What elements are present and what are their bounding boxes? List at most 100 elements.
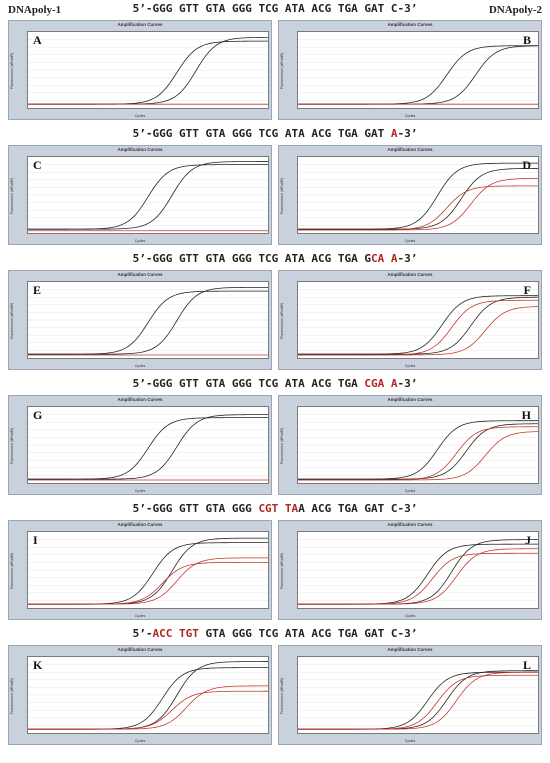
header-dnapoly-1: DNApoly-1 <box>8 4 62 16</box>
amplification-panel-c: Amplification Curves Fluorescence (dRn/dR… <box>8 145 272 245</box>
x-axis-label: Cycles <box>134 739 146 743</box>
amplification-curve <box>28 417 268 480</box>
plot-area <box>27 406 269 484</box>
panel-letter: L <box>522 658 531 672</box>
sequence-segment: 5’-GGG GTT GTA GGG TCG ATA ACG TGA G <box>132 252 372 265</box>
chart-title: Amplification Curves <box>117 22 163 27</box>
y-axis-label: Fluorescence (dRn/dR) <box>10 552 14 590</box>
x-axis-label: Cycles <box>404 114 416 118</box>
amplification-curve <box>28 685 268 730</box>
amplification-panel-b: Amplification Curves Fluorescence (dRn/dR… <box>278 20 542 120</box>
amplification-curve <box>28 661 268 730</box>
plot-area <box>297 406 539 484</box>
plot-area <box>27 656 269 734</box>
chart-title: Amplification Curves <box>387 397 433 402</box>
amplification-curve <box>28 290 268 355</box>
amplification-panel-f: Amplification Curves Fluorescence (dRn/dR… <box>278 270 542 370</box>
amplification-panel-j: Amplification Curves Fluorescence (dRn/dR… <box>278 520 542 620</box>
x-axis-label: Cycles <box>404 489 416 493</box>
plot-area <box>27 156 269 234</box>
panel-letter: B <box>522 33 531 47</box>
amplification-chart <box>28 161 268 232</box>
amplification-chart <box>28 414 268 481</box>
amplification-chart <box>298 162 538 231</box>
amplification-curve <box>298 162 538 230</box>
plot-area <box>297 281 539 359</box>
plot-area <box>27 281 269 359</box>
chart-title: Amplification Curves <box>387 22 433 27</box>
primer-sequence: 5’-GGG GTT GTA GGG CGT TAA ACG TGA GAT C… <box>0 502 550 515</box>
amplification-chart <box>28 661 268 730</box>
amplification-curve <box>298 306 538 356</box>
primer-sequence: 5’-GGG GTT GTA GGG TCG ATA ACG TGA GAT C… <box>0 2 550 15</box>
amplification-chart <box>28 537 268 605</box>
panel-letter: J <box>525 533 531 547</box>
amplification-curve <box>298 431 538 481</box>
amplification-chart <box>298 39 538 105</box>
y-axis-label: Fluorescence (dRn/dR) <box>280 552 284 590</box>
y-axis-label: Fluorescence (dRn/dR) <box>280 427 284 465</box>
chart-title: Amplification Curves <box>117 397 163 402</box>
sequence-segment: 5’-GGG GTT GTA GGG <box>132 502 259 515</box>
chart-title: Amplification Curves <box>387 147 433 152</box>
amplification-curve <box>28 562 268 605</box>
amplification-curve <box>28 667 268 730</box>
amplification-curve <box>28 161 268 230</box>
amplification-curve <box>28 557 268 605</box>
chart-title: Amplification Curves <box>387 272 433 277</box>
amplification-panel-d: Amplification Curves Fluorescence (dRn/dR… <box>278 145 542 245</box>
y-axis-label: Fluorescence (dRn/dR) <box>280 302 284 340</box>
x-axis-label: Cycles <box>404 239 416 243</box>
chart-title: Amplification Curves <box>117 647 163 652</box>
sequence-segment: 5’-GGG GTT GTA GGG TCG ATA ACG TGA GAT C… <box>132 2 418 15</box>
amplification-curve <box>298 295 538 355</box>
plot-area <box>297 156 539 234</box>
x-axis-label: Cycles <box>134 239 146 243</box>
plot-area <box>27 531 269 609</box>
amplification-curve <box>28 40 268 105</box>
amplification-curve <box>298 671 538 730</box>
amplification-panel-i: Amplification Curves Fluorescence (dRn/dR… <box>8 520 272 620</box>
amplification-curve <box>298 185 538 231</box>
sequence-segment: GTA GGG TCG ATA ACG TGA GAT C-3’ <box>198 627 418 640</box>
amplification-chart <box>298 664 538 730</box>
amplification-chart <box>298 414 538 481</box>
sequence-mismatch: ACC TGT <box>152 627 199 640</box>
chart-title: Amplification Curves <box>117 272 163 277</box>
primer-sequence: 5’-ACC TGT GTA GGG TCG ATA ACG TGA GAT C… <box>0 627 550 640</box>
amplification-curve <box>28 542 268 605</box>
sequence-mismatch: A <box>390 127 398 140</box>
amplification-panel-k: Amplification Curves Fluorescence (dRn/dR… <box>8 645 272 745</box>
amplification-panel-a: Amplification Curves Fluorescence (dRn/dR… <box>8 20 272 120</box>
panel-letter: I <box>33 533 38 547</box>
y-axis-label: Fluorescence (dRn/dR) <box>10 427 14 465</box>
sequence-segment: 5’-GGG GTT GTA GGG TCG ATA ACG TGA GAT <box>132 127 391 140</box>
sequence-segment: -3’ <box>397 252 418 265</box>
x-axis-label: Cycles <box>404 364 416 368</box>
sequence-segment: 5’-GGG GTT GTA GGG TCG ATA ACG TGA <box>132 377 365 390</box>
y-axis-label: Fluorescence (dRn/dR) <box>280 52 284 90</box>
x-axis-label: Cycles <box>404 614 416 618</box>
amplification-curve <box>298 552 538 605</box>
primer-sequence: 5’-GGG GTT GTA GGG TCG ATA ACG TGA CGA A… <box>0 377 550 390</box>
chart-title: Amplification Curves <box>117 522 163 527</box>
chart-title: Amplification Curves <box>117 147 163 152</box>
plot-area <box>297 31 539 109</box>
amplification-panel-l: Amplification Curves Fluorescence (dRn/dR… <box>278 645 542 745</box>
y-axis-label: Fluorescence (dRn/dR) <box>280 177 284 215</box>
sequence-segment: 5’- <box>132 627 153 640</box>
amplification-curve <box>28 414 268 480</box>
amplification-curve <box>298 548 538 605</box>
amplification-curve <box>298 670 538 730</box>
amplification-curve <box>298 168 538 230</box>
amplification-curve <box>298 671 538 730</box>
y-axis-label: Fluorescence (dRn/dR) <box>10 177 14 215</box>
amplification-curve <box>298 674 538 730</box>
amplification-curve <box>298 423 538 480</box>
amplification-curve <box>298 45 538 105</box>
y-axis-label: Fluorescence (dRn/dR) <box>10 302 14 340</box>
amplification-chart <box>28 36 268 105</box>
amplification-chart <box>298 539 538 605</box>
panel-letter: A <box>33 33 42 47</box>
